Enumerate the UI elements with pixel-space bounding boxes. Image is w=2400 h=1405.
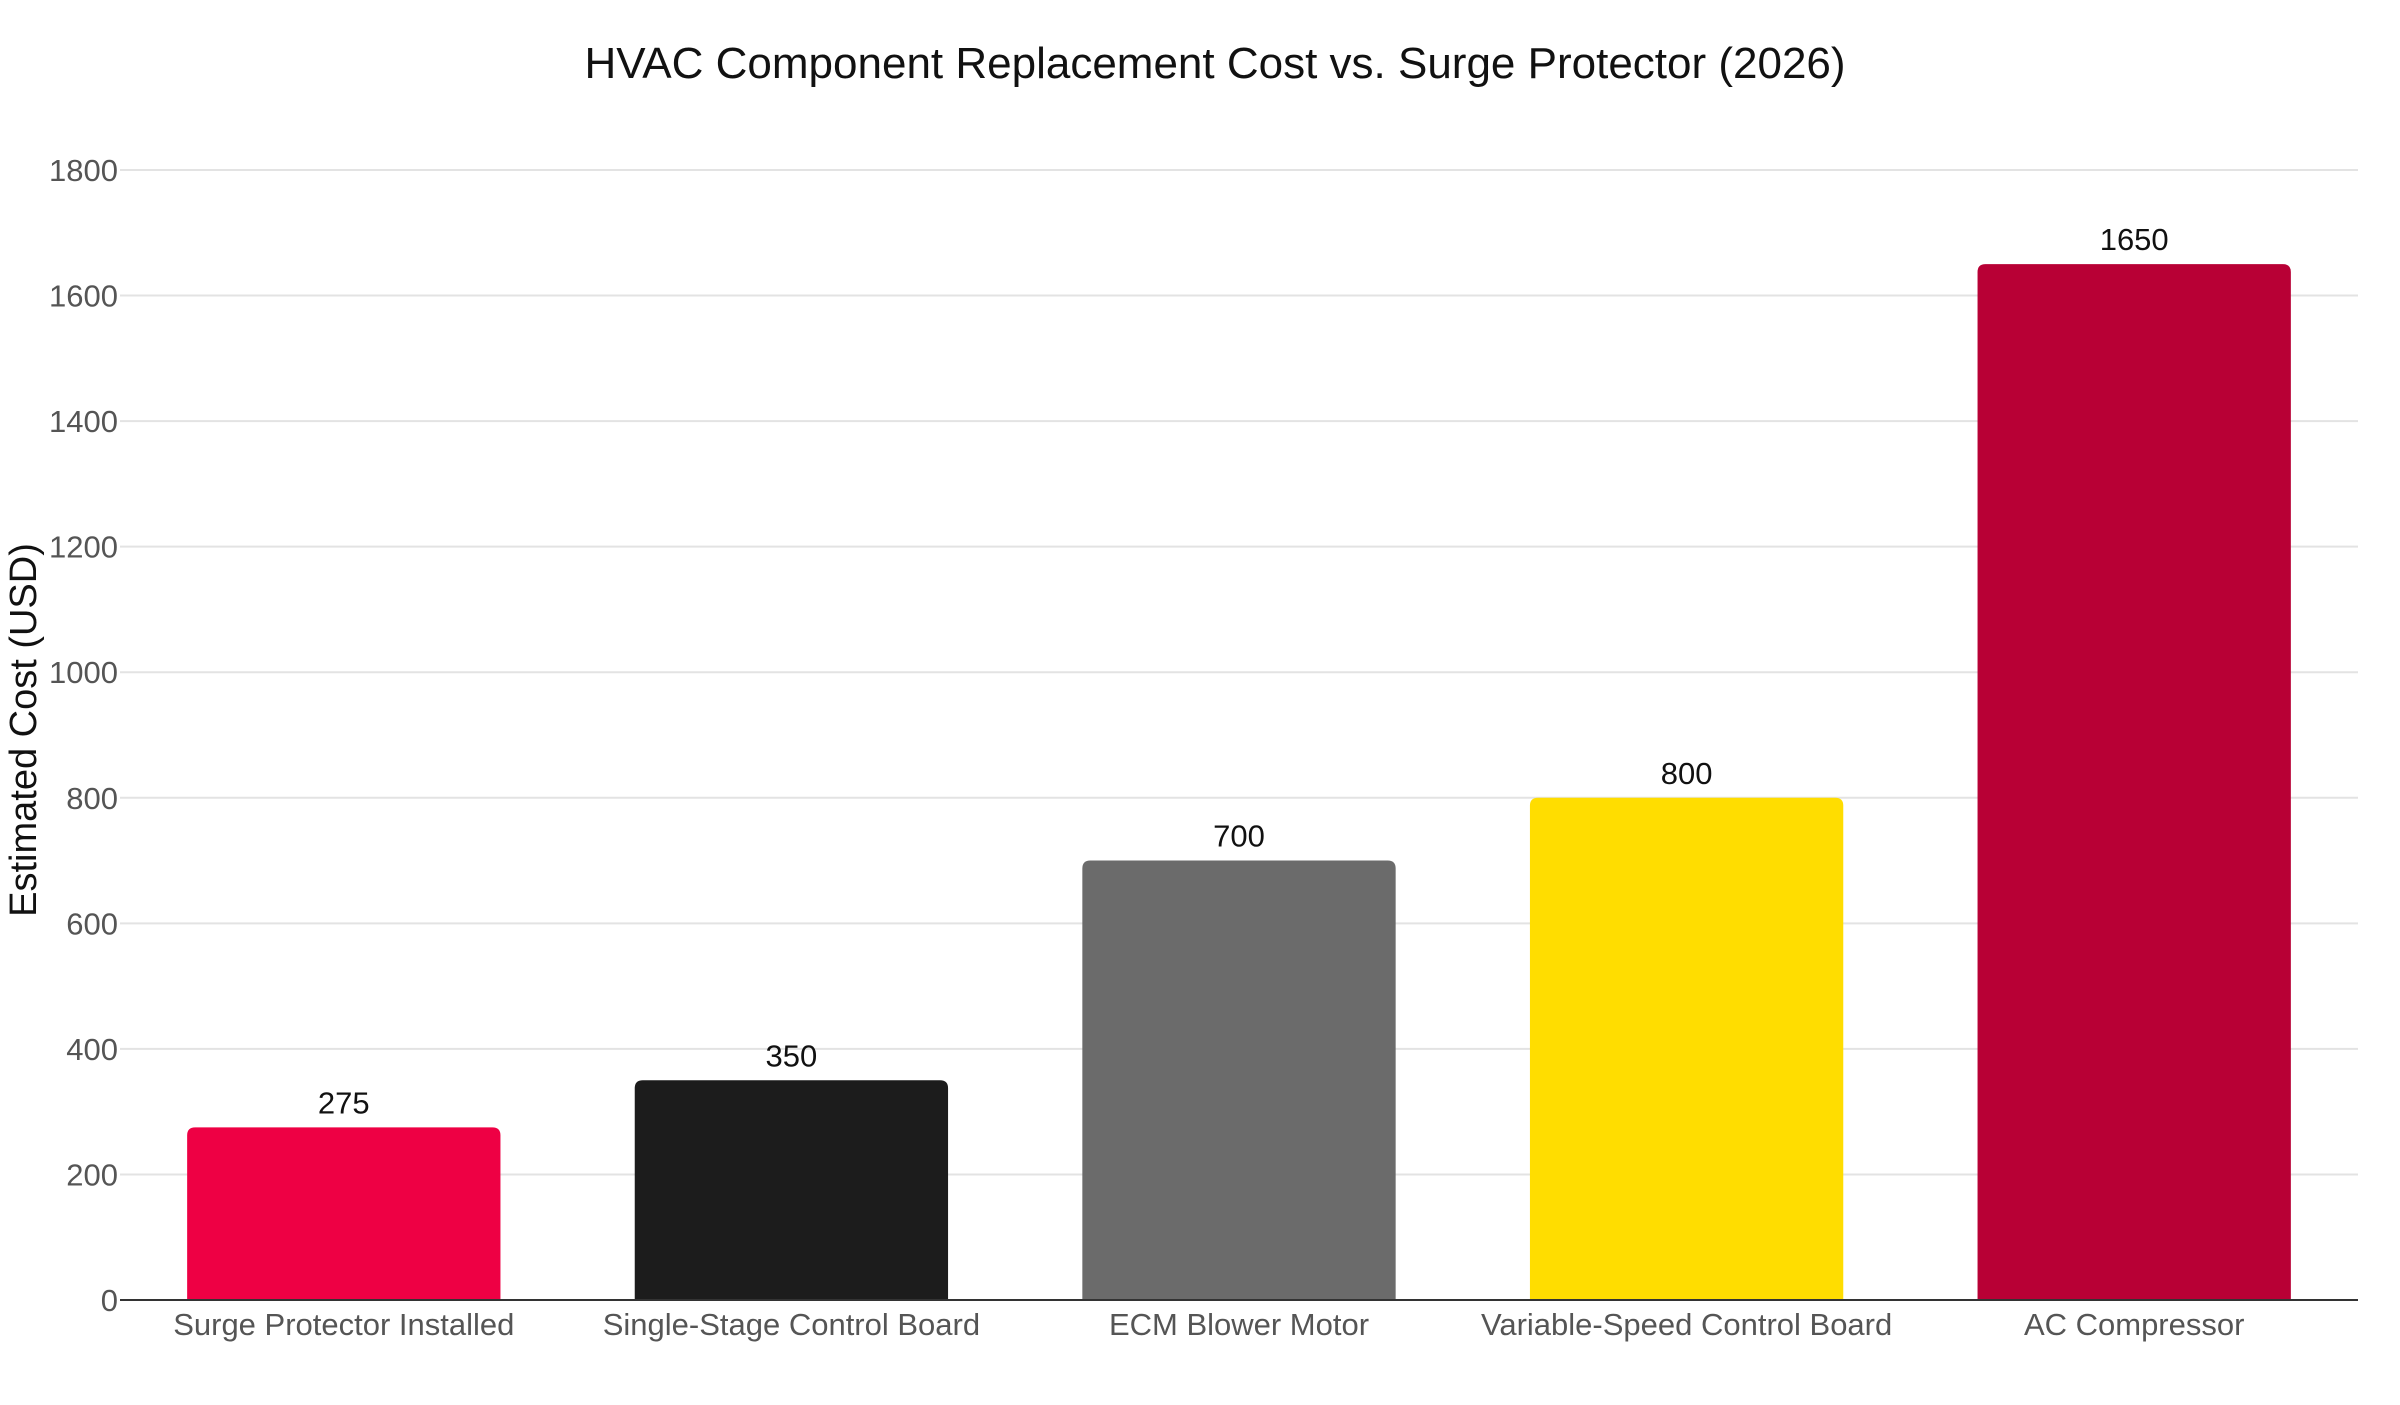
y-tick-label: 0: [101, 1283, 118, 1318]
y-axis-label: Estimated Cost (USD): [3, 543, 45, 917]
x-category-label: ECM Blower Motor: [1109, 1307, 1369, 1342]
bar-value-label: 275: [318, 1085, 370, 1120]
bar: [187, 1127, 501, 1300]
bar-value-label: 1650: [2100, 222, 2169, 257]
data-labels: 275 350 700 800 1650: [318, 222, 2169, 1120]
y-tick-label: 200: [66, 1157, 118, 1192]
gridlines: [120, 169, 2358, 1176]
chart-title: HVAC Component Replacement Cost vs. Surg…: [584, 39, 1845, 88]
y-tick-label: 800: [66, 781, 118, 816]
y-tick-label: 1400: [49, 404, 118, 439]
bar: [634, 1080, 949, 1300]
x-category-label: Variable-Speed Control Board: [1481, 1307, 1892, 1342]
x-category-label: Single-Stage Control Board: [603, 1307, 980, 1342]
y-axis-ticks: 0 200 400 600 800 1000 1200 1400 1600 1800: [49, 153, 118, 1318]
bar-value-label: 700: [1213, 819, 1265, 854]
y-tick-label: 400: [66, 1032, 118, 1067]
y-tick-label: 600: [66, 906, 118, 941]
x-axis-categories: Surge Protector Installed Single-Stage Co…: [173, 1307, 2244, 1342]
bar-value-label: 800: [1661, 756, 1713, 791]
x-category-label: AC Compressor: [2024, 1307, 2245, 1342]
y-tick-label: 1000: [49, 655, 118, 690]
y-tick-label: 1600: [49, 279, 118, 314]
bars: [187, 264, 2291, 1301]
y-tick-label: 1200: [49, 530, 118, 565]
x-category-label: Surge Protector Installed: [173, 1307, 514, 1342]
y-tick-label: 1800: [49, 153, 118, 188]
bar: [1977, 264, 2291, 1301]
bar-value-label: 350: [766, 1038, 818, 1073]
bar: [1529, 797, 1844, 1300]
bar: [1082, 860, 1396, 1300]
